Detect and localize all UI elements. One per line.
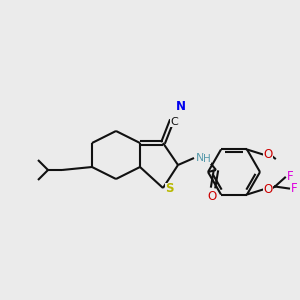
Text: O: O <box>263 148 273 161</box>
Text: C: C <box>170 117 178 127</box>
Text: F: F <box>291 182 297 195</box>
Text: H: H <box>203 154 211 164</box>
Text: F: F <box>287 170 293 183</box>
Text: S: S <box>165 182 173 196</box>
Text: N: N <box>176 100 186 113</box>
Text: O: O <box>207 190 217 202</box>
Text: O: O <box>263 183 273 196</box>
Text: N: N <box>196 153 204 163</box>
